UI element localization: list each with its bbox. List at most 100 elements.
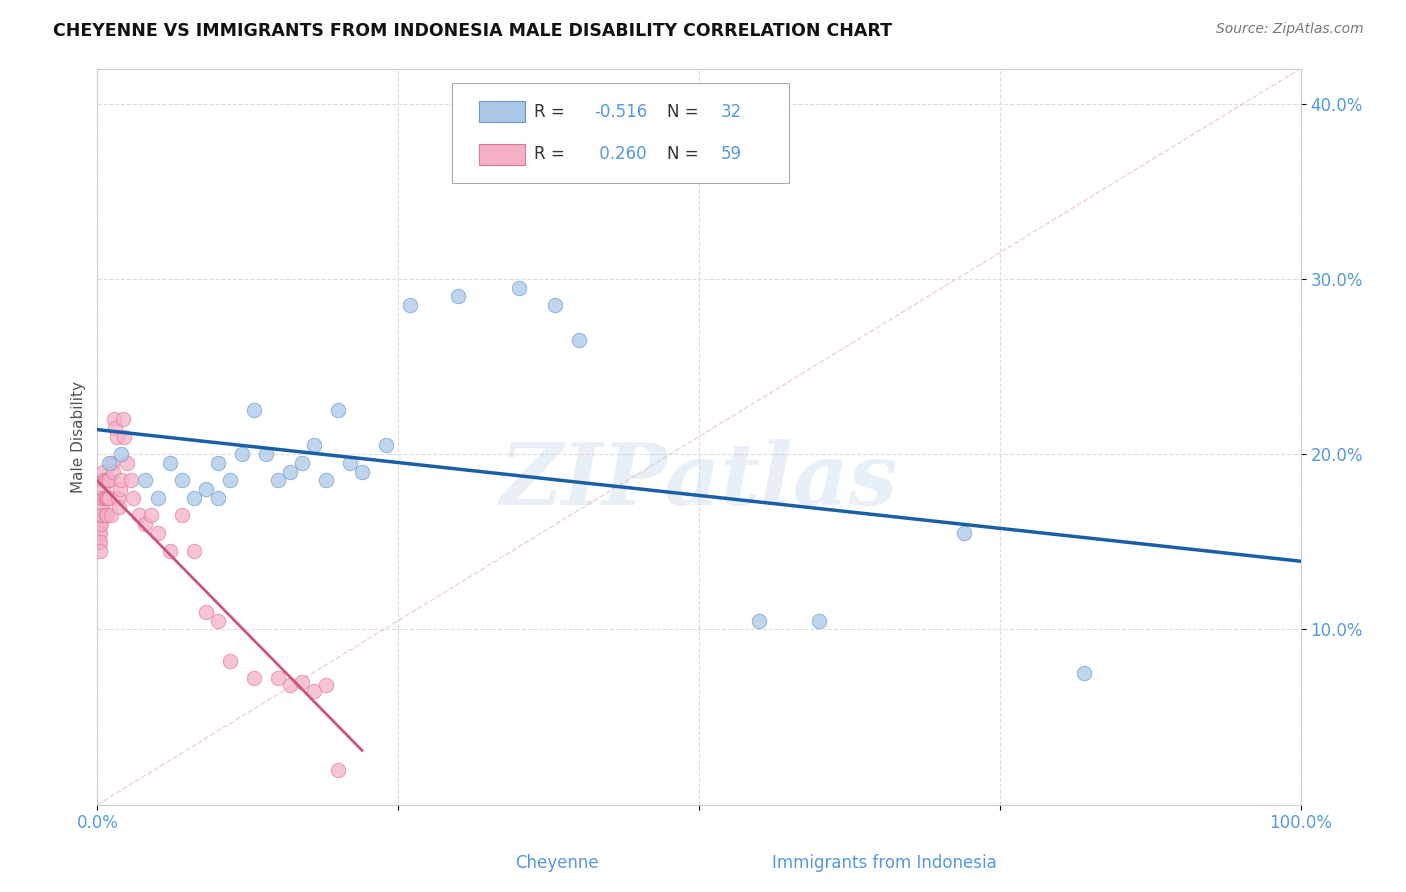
Point <box>952 526 974 541</box>
Point <box>302 683 325 698</box>
Point <box>108 500 131 514</box>
Point <box>183 491 205 505</box>
Text: 59: 59 <box>721 145 741 163</box>
Point <box>568 333 591 347</box>
Point <box>91 500 114 514</box>
Point <box>90 517 112 532</box>
Point <box>231 447 253 461</box>
Point <box>207 491 229 505</box>
Point <box>91 491 114 505</box>
Point <box>254 447 277 461</box>
Point <box>508 280 530 294</box>
Point <box>107 491 129 505</box>
Point <box>170 508 193 523</box>
Point <box>194 605 217 619</box>
Point <box>242 403 264 417</box>
Point <box>808 614 831 628</box>
Point <box>87 526 110 541</box>
Text: Immigrants from Indonesia: Immigrants from Indonesia <box>772 855 997 872</box>
Text: 32: 32 <box>721 103 742 120</box>
Point <box>339 456 361 470</box>
Point <box>94 508 117 523</box>
Text: Cheyenne: Cheyenne <box>516 855 599 872</box>
Point <box>159 456 181 470</box>
Point <box>194 482 217 496</box>
Point <box>90 508 112 523</box>
Point <box>326 403 349 417</box>
Bar <box>479 101 524 122</box>
Point <box>104 421 127 435</box>
Point <box>103 412 125 426</box>
Point <box>89 534 111 549</box>
Point <box>278 678 301 692</box>
Point <box>94 491 117 505</box>
Point <box>97 491 120 505</box>
Text: N =: N = <box>666 145 703 163</box>
Point <box>399 298 422 312</box>
Point <box>146 491 169 505</box>
Point <box>447 289 470 303</box>
Point <box>291 456 314 470</box>
Point <box>218 654 240 668</box>
Point <box>110 474 132 488</box>
Point <box>110 482 132 496</box>
Point <box>111 412 134 426</box>
Y-axis label: Male Disability: Male Disability <box>72 381 86 492</box>
Point <box>90 491 112 505</box>
Point <box>128 508 150 523</box>
Point <box>87 534 110 549</box>
Point <box>89 526 111 541</box>
Point <box>543 298 565 312</box>
Point <box>207 456 229 470</box>
Point <box>110 447 132 461</box>
Point <box>146 526 169 541</box>
Point <box>315 474 337 488</box>
Point <box>134 474 156 488</box>
Bar <box>479 144 524 165</box>
Point <box>242 672 264 686</box>
Point <box>93 482 115 496</box>
Point <box>302 438 325 452</box>
Point <box>105 429 128 443</box>
Point <box>96 491 118 505</box>
Point <box>326 763 349 777</box>
Point <box>89 508 111 523</box>
Point <box>93 465 115 479</box>
Point <box>93 474 115 488</box>
FancyBboxPatch shape <box>453 83 789 183</box>
Point <box>1073 666 1095 681</box>
Point <box>120 474 142 488</box>
Point <box>291 675 314 690</box>
Point <box>748 614 770 628</box>
Point <box>112 429 135 443</box>
Point <box>278 465 301 479</box>
Text: ZIPatlas: ZIPatlas <box>501 439 898 523</box>
Point <box>117 456 139 470</box>
Text: R =: R = <box>534 103 571 120</box>
Point <box>170 474 193 488</box>
Text: N =: N = <box>666 103 703 120</box>
Point <box>91 508 114 523</box>
Point <box>97 474 120 488</box>
Point <box>141 508 163 523</box>
Text: CHEYENNE VS IMMIGRANTS FROM INDONESIA MALE DISABILITY CORRELATION CHART: CHEYENNE VS IMMIGRANTS FROM INDONESIA MA… <box>53 22 893 40</box>
Point <box>218 474 240 488</box>
Point <box>159 543 181 558</box>
Point <box>352 465 374 479</box>
Point <box>122 491 145 505</box>
Point <box>207 614 229 628</box>
Point <box>375 438 398 452</box>
Text: 0.260: 0.260 <box>595 145 647 163</box>
Text: Source: ZipAtlas.com: Source: ZipAtlas.com <box>1216 22 1364 37</box>
Point <box>101 465 124 479</box>
Point <box>267 474 290 488</box>
Point <box>183 543 205 558</box>
Point <box>98 491 121 505</box>
Point <box>93 474 115 488</box>
Text: R =: R = <box>534 145 571 163</box>
Point <box>101 456 124 470</box>
Point <box>98 456 121 470</box>
Point <box>96 508 118 523</box>
Point <box>87 517 110 532</box>
Point <box>93 491 115 505</box>
